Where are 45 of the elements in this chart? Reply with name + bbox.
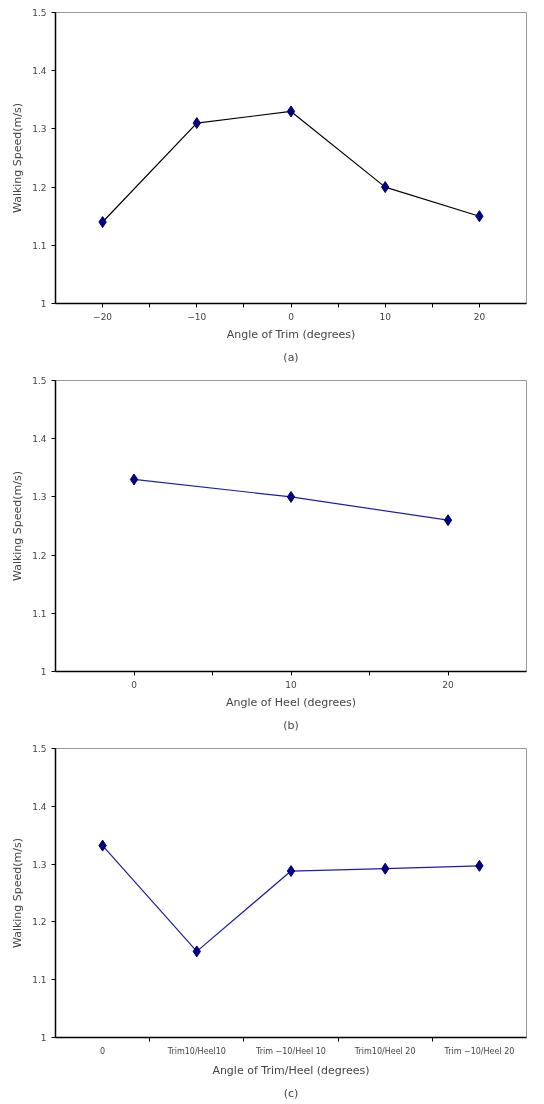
- y-tick-label: 1.5: [32, 376, 47, 386]
- y-tick-label: 1.1: [32, 975, 47, 986]
- y-tick-label: 1.4: [32, 66, 47, 77]
- x-tick-label: 20: [473, 311, 486, 322]
- y-tick-label: 1.2: [32, 182, 47, 193]
- y-tick-label: 1.5: [32, 744, 47, 754]
- y-tick-label: 1.3: [32, 124, 47, 135]
- y-tick-label: 1.4: [32, 434, 47, 445]
- y-tick-label: 1: [40, 299, 47, 309]
- x-tick-label: −10: [187, 311, 207, 322]
- y-axis-title: Walking Speed(m/s): [11, 470, 25, 582]
- x-axis-title: Angle of Heel (degrees): [225, 695, 357, 709]
- y-tick-label: 1.5: [32, 8, 47, 18]
- y-tick-label: 1.1: [32, 240, 47, 251]
- x-tick-label: 0: [100, 1046, 106, 1056]
- x-tick-label: Trim −10/Heel 10: [255, 1046, 326, 1056]
- x-tick-label: Trim10/Heel10: [166, 1046, 226, 1056]
- point: [129, 473, 139, 486]
- x-axis-title: Angle of Trim/Heel (degrees): [212, 1063, 370, 1077]
- x-tick-label: Trim10/Heel 20: [353, 1046, 416, 1056]
- y-axis-title: Walking Speed(m/s): [11, 837, 25, 949]
- point: [443, 514, 453, 527]
- y-tick-label: 1.2: [32, 917, 47, 928]
- y-tick-label: 1.3: [32, 859, 47, 870]
- y-tick-label: 1.3: [32, 492, 47, 503]
- x-tick-label: 0: [288, 311, 295, 322]
- point: [286, 865, 296, 878]
- y-axis-title: Walking Speed(m/s): [11, 102, 25, 214]
- point: [286, 105, 296, 118]
- x-tick-label: 20: [442, 679, 454, 690]
- point: [286, 490, 296, 503]
- text: (c): [283, 1086, 299, 1100]
- y-tick-label: 1: [40, 1033, 47, 1043]
- text: (b): [283, 718, 299, 732]
- y-tick-label: 1.1: [32, 608, 47, 619]
- x-tick-label: 0: [131, 679, 138, 690]
- x-axis-title: Angle of Trim (degrees): [226, 327, 356, 341]
- x-tick-label: Trim −10/Heel 20: [443, 1046, 515, 1056]
- x-tick-label: 10: [379, 311, 392, 322]
- y-tick-label: 1.2: [32, 550, 47, 561]
- y-tick-label: 1: [40, 667, 47, 677]
- x-tick-label: −20: [93, 311, 113, 322]
- y-tick-label: 1.4: [32, 801, 47, 812]
- text: (a): [283, 350, 299, 364]
- x-tick-label: 10: [285, 679, 297, 690]
